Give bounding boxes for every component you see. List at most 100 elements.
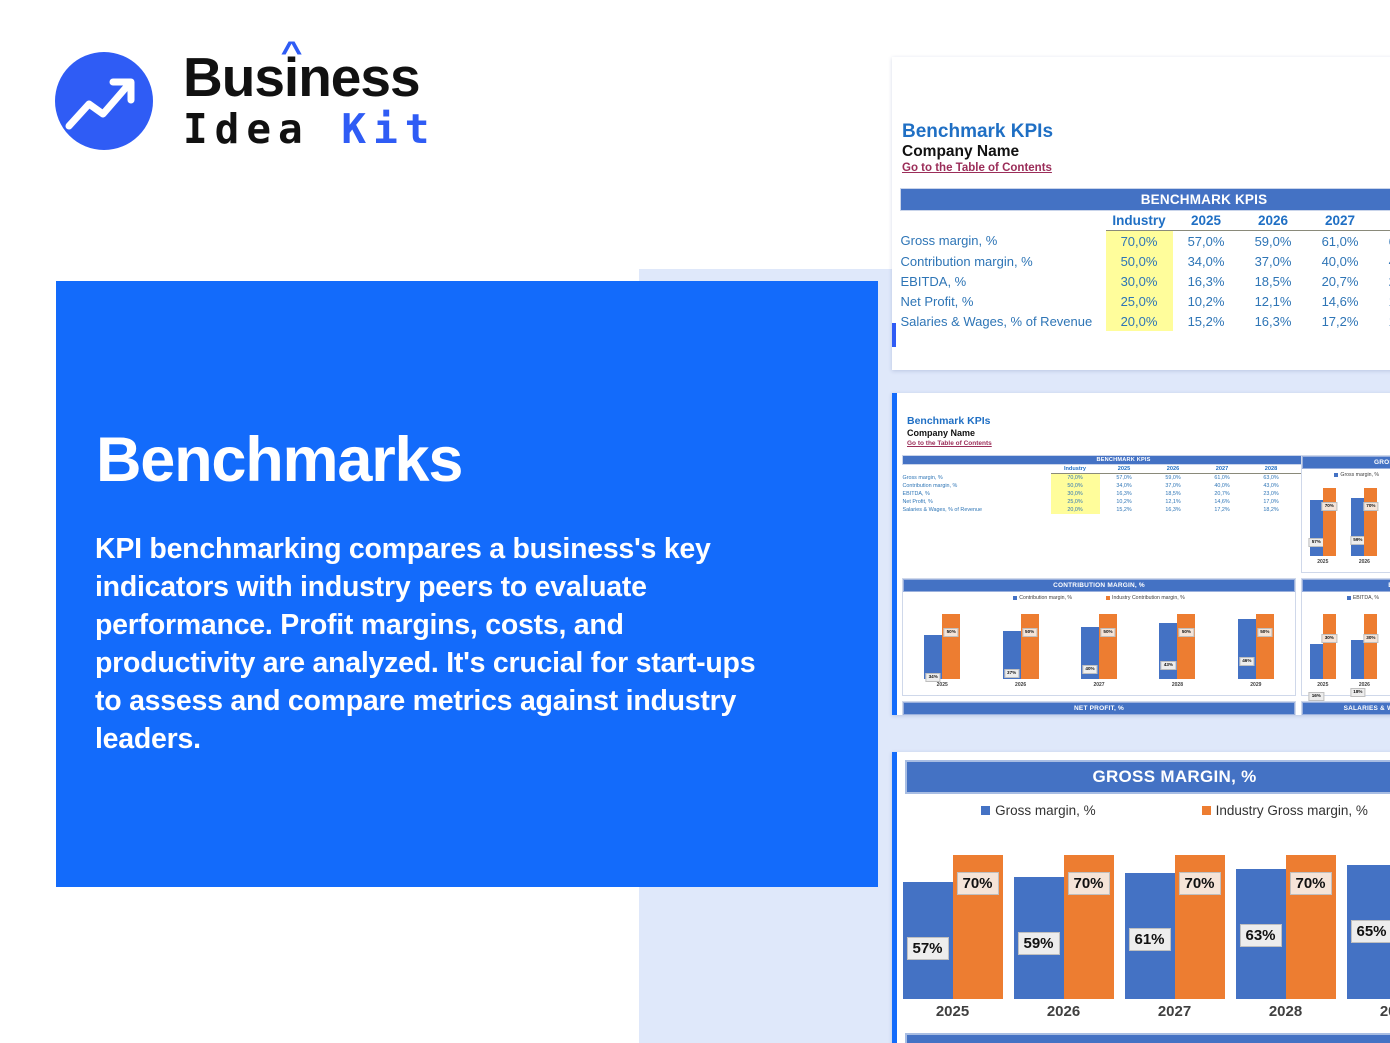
cell-value: 18,2% <box>1374 311 1390 331</box>
legend-label: Industry Contribution margin, % <box>1112 595 1185 601</box>
mini-chart-net-profit: NET PROFIT, % Net Profit, % Industry Net… <box>902 701 1296 715</box>
bar-data-label: 59% <box>1350 536 1366 545</box>
row-label: Net Profit, % <box>900 293 974 309</box>
cell-value: 59,0% <box>1254 233 1292 249</box>
table-of-contents-link[interactable]: Go to the Table of Contents <box>902 162 1052 174</box>
cell-value: 17,2% <box>1214 507 1230 513</box>
hero-description: KPI benchmarking compares a business's k… <box>95 533 756 755</box>
chart-title: EBITDA, % <box>1302 579 1390 592</box>
bar-data-label: 70% <box>1321 502 1337 511</box>
bar-data-label: 70% <box>1363 502 1379 511</box>
table-row: Salaries & Wages, % of Revenue 20,0% 15,… <box>903 506 1345 514</box>
cell-value: 43,0% <box>1263 483 1279 489</box>
chart-group: 65%70%2029 <box>1341 830 1390 1025</box>
bar-company: 18% <box>1350 640 1366 697</box>
bar-data-label: 30% <box>1363 634 1379 643</box>
bar-data-label: 61% <box>1128 928 1171 951</box>
bar-data-label: 57% <box>1308 538 1324 547</box>
chart-legend: EBITDA, % Industry EBITDA, % <box>1302 592 1390 601</box>
row-marker <box>892 323 896 347</box>
table-title: BENCHMARK KPIS <box>901 455 1346 465</box>
cell-value: 16,3% <box>1116 491 1132 497</box>
row-label: Salaries & Wages, % of Revenue <box>902 507 983 513</box>
spreadsheet-screenshot-dashboard: Benchmark KPIs Company Name Go to the Ta… <box>892 393 1390 715</box>
header-industry: Industry <box>1050 464 1100 474</box>
header-2027: 2027 <box>1197 464 1247 474</box>
chart-title: GROSS MARGIN, % <box>1302 456 1390 469</box>
bar-industry: 70% <box>1063 855 1114 999</box>
row-label: Gross margin, % <box>900 233 998 249</box>
chart-group: 16% 30% 2025 <box>1302 601 1344 701</box>
brand-name-line1: Business <box>183 48 436 106</box>
brand-logo: Business Idea Kit <box>55 48 455 160</box>
benchmark-kpi-table-mini-wrap: BENCHMARK KPIS Industry 2025 2026 2027 2… <box>901 455 1346 514</box>
bar-company: 43% <box>1159 623 1178 679</box>
legend-label: Gross margin, % <box>1340 472 1380 478</box>
cell-value: 12,1% <box>1165 499 1181 505</box>
uptrend-arrow-icon <box>55 52 153 150</box>
benchmark-kpi-table: BENCHMARK KPIS Industry 2025 2026 2027 2… <box>899 188 1390 331</box>
table-row: Contribution margin, % 50,0% 34,0% 37,0%… <box>901 251 1390 271</box>
cell-value: 43,0% <box>1374 251 1390 271</box>
cell-value: 15,2% <box>1116 507 1132 513</box>
bar-data-label: 16% <box>1308 692 1324 701</box>
header-2026: 2026 <box>1239 210 1307 231</box>
bar-data-label: 50% <box>1257 628 1273 637</box>
x-axis-label: 2025 <box>935 1003 970 1020</box>
cell-value: 18,5% <box>1254 273 1292 289</box>
chart-group: 57% 70% 2025 <box>897 830 1008 1025</box>
page-title: Benchmarks <box>96 425 463 495</box>
cell-value: 34,0% <box>1116 483 1132 489</box>
bar-industry: 50% <box>942 614 961 679</box>
cell-industry: 30,0% <box>1105 271 1173 291</box>
header-industry: Industry <box>1105 210 1173 231</box>
legend-label: Contribution margin, % <box>1019 595 1073 601</box>
table-header-row: Industry 2025 2026 2027 2028 2029 <box>901 210 1390 231</box>
legend-swatch-company <box>1013 596 1018 600</box>
table-row: EBITDA, % 30,0% 16,3% 18,5% 20,7% 23,0% … <box>901 271 1390 291</box>
table-of-contents-link[interactable]: Go to the Table of Contents <box>907 440 992 447</box>
cell-value: 34,0% <box>1187 253 1225 269</box>
table-row: Gross margin, % 70,0% 57,0% 59,0% 61,0% … <box>900 230 1390 251</box>
sheet-heading: Benchmark KPIs <box>902 121 1054 142</box>
cell-value: 17,0% <box>1374 291 1390 311</box>
row-label: Contribution margin, % <box>902 483 958 489</box>
bar-industry: 50% <box>1177 614 1196 679</box>
bar-company: 37% <box>1002 631 1021 679</box>
chart-group: 46% 50% 2029 <box>1217 601 1295 691</box>
row-label: Contribution margin, % <box>900 253 1033 269</box>
cell-industry: 20,0% <box>1105 311 1173 331</box>
bar-data-label: 37% <box>1004 669 1020 678</box>
bar-industry: 70% <box>1285 855 1336 999</box>
chart-title: CONTRIBUTION MARGIN, % <box>903 579 1295 592</box>
sheet-heading: Benchmark KPIs <box>907 415 991 427</box>
cell-value: 61,0% <box>1214 475 1230 481</box>
x-axis-label: 2026 <box>1358 682 1370 688</box>
x-axis-label: 2027 <box>1157 1003 1192 1020</box>
chart-title: NET PROFIT, % <box>903 702 1295 715</box>
bar-industry: 50% <box>1020 614 1039 679</box>
cell-value: 14,6% <box>1321 293 1359 309</box>
x-axis-label: 2026 <box>1046 1003 1081 1020</box>
chart-group: 34% 50% 2025 <box>903 601 981 691</box>
cell-value: 16,3% <box>1254 313 1292 329</box>
legend-item: Gross margin, % <box>981 803 1096 818</box>
spreadsheet-screenshot-top: Benchmark KPIs Company Name Go to the Ta… <box>892 57 1390 370</box>
legend-swatch-company <box>1334 473 1339 477</box>
chart-legend: Contribution margin, % Industry Contribu… <box>903 592 1295 601</box>
bar-data-label: 18% <box>1350 688 1366 697</box>
legend-item: Industry Contribution margin, % <box>1106 595 1185 601</box>
cell-industry: 50,0% <box>1050 482 1100 490</box>
header-2026: 2026 <box>1148 464 1198 474</box>
bar-industry: 70% <box>1321 488 1337 556</box>
cell-value: 59,0% <box>1165 475 1181 481</box>
cell-industry: 25,0% <box>1105 291 1173 311</box>
chart-plot-area: 34% 50% 2025 37% 50% 2026 40% 50% 2027 43% 50% 2028… <box>903 601 1295 691</box>
brand-kit-text: Kit <box>341 105 437 153</box>
cell-value: 40,0% <box>1321 253 1359 269</box>
table-row: Net Profit, % 25,0% 10,2% 12,1% 14,6% 17… <box>901 291 1390 311</box>
cell-value: 16,3% <box>1187 273 1225 289</box>
x-axis-label: 2028 <box>1268 1003 1303 1020</box>
cell-value: 17,0% <box>1263 499 1279 505</box>
chart-group: 43% 50% 2028 <box>1138 601 1216 691</box>
